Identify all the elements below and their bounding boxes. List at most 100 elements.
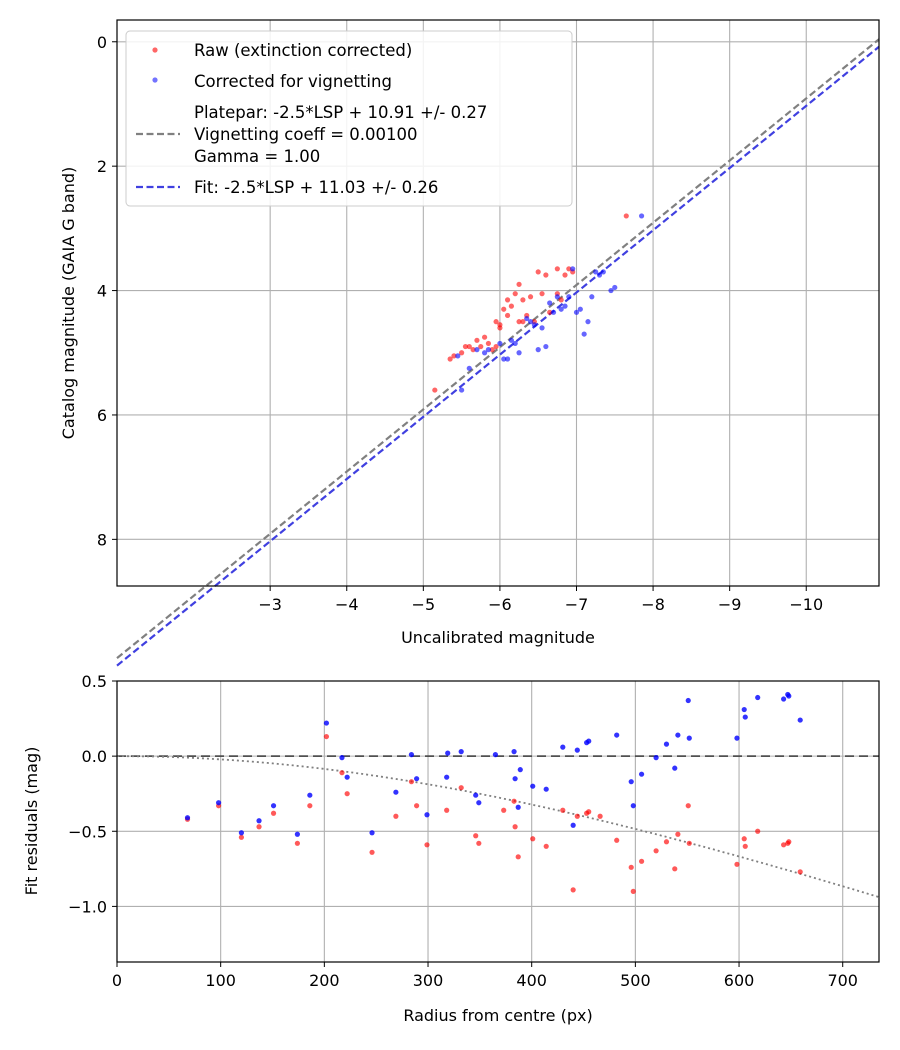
raw-residual-point — [686, 840, 692, 846]
raw-point — [501, 306, 507, 312]
top-x-tick-label: −4 — [335, 595, 359, 614]
bottom-y-axis-label: Fit residuals (mag) — [22, 747, 41, 896]
corrected-point — [577, 306, 583, 312]
bottom-x-axis-label: Radius from centre (px) — [403, 1006, 592, 1025]
raw-residual-point — [307, 803, 313, 809]
raw-residual-point — [294, 840, 300, 846]
raw-residual-point — [653, 848, 659, 854]
top-y-ticks: 0 2 4 6 8 — [97, 33, 117, 549]
corrected-residual-point — [323, 720, 330, 726]
corrected-residual-point — [543, 786, 549, 792]
corrected-point — [512, 340, 518, 347]
corrected-residual-point — [458, 749, 464, 755]
raw-residual-point — [344, 791, 350, 797]
bottom-x-tick-label: 200 — [309, 971, 340, 990]
top-y-tick-label: 0 — [97, 33, 107, 52]
raw-point — [470, 347, 476, 353]
raw-residual-point — [614, 837, 620, 843]
corrected-residual-point — [530, 783, 536, 789]
corrected-point — [531, 322, 537, 328]
corrected-residual-point — [445, 750, 451, 756]
corrected-point — [589, 294, 595, 300]
corrected-point — [570, 266, 576, 272]
corrected-residual-point — [339, 755, 345, 761]
corrected-residual-point — [672, 765, 678, 771]
magnitude-calibration-plot: −3 −4 −5 −6 −7 −8 −9 −10 0 2 4 6 8 Uncalibrated mag… — [59, 19, 880, 667]
raw-point — [516, 281, 522, 287]
raw-residual-point — [663, 839, 670, 845]
raw-point — [478, 343, 484, 350]
raw-point — [485, 340, 492, 347]
raw-point — [520, 319, 526, 325]
corrected-residual-point — [270, 803, 277, 809]
corrected-residual-point — [781, 696, 787, 702]
corrected-residual-point — [741, 706, 747, 713]
raw-residual-point — [238, 834, 245, 840]
legend-platepar-line3: Gamma = 1.00 — [194, 147, 320, 166]
corrected-point — [638, 213, 645, 219]
raw-residual-point — [742, 843, 748, 849]
legend-platepar-line1: Platepar: -2.5*LSP + 10.91 +/- 0.27 — [194, 103, 487, 122]
raw-point — [558, 297, 564, 303]
fit-line — [116, 45, 880, 667]
top-x-tick-label: −3 — [258, 595, 282, 614]
raw-point — [508, 303, 515, 309]
corrected-residual-point — [686, 735, 692, 741]
corrected-residual-point — [734, 735, 740, 741]
raw-residual-point — [560, 807, 566, 813]
corrected-point — [524, 315, 530, 322]
corrected-residual-point — [184, 815, 191, 821]
corrected-residual-point — [444, 774, 450, 780]
raw-point — [539, 291, 545, 297]
corrected-point — [504, 356, 511, 362]
raw-residual-point — [512, 824, 518, 830]
raw-residual-point — [628, 864, 634, 870]
raw-residual-point — [755, 828, 761, 834]
corrected-point — [600, 269, 606, 275]
corrected-point — [593, 269, 599, 275]
raw-point — [493, 343, 499, 350]
corrected-point — [485, 347, 492, 353]
corrected-residual-point — [663, 741, 670, 747]
corrected-point — [543, 343, 549, 350]
corrected-residual-point — [586, 738, 592, 744]
raw-point — [554, 266, 560, 272]
corrected-point — [554, 294, 560, 300]
raw-residual-point — [530, 836, 536, 842]
raw-residual-point — [414, 803, 420, 809]
corrected-point — [481, 350, 488, 356]
raw-residual-point — [586, 809, 592, 815]
bottom-y-tick-label: 0.5 — [82, 672, 107, 691]
corrected-point — [501, 356, 507, 362]
top-x-tick-label: −10 — [789, 595, 823, 614]
corrected-point — [527, 319, 534, 325]
raw-point — [474, 337, 480, 343]
corrected-point — [608, 287, 614, 294]
bottom-scatter-points — [184, 691, 803, 894]
corrected-residual-point — [574, 747, 580, 753]
bottom-x-tick-label: 500 — [620, 971, 651, 990]
bottom-x-tick-label: 100 — [205, 971, 236, 990]
corrected-point — [612, 284, 618, 291]
bottom-y-ticks: 0.5 0.0 −0.5 −1.0 — [68, 672, 117, 916]
corrected-residual-point — [476, 800, 482, 806]
top-x-tick-label: −6 — [488, 595, 512, 614]
raw-point — [493, 319, 499, 325]
vignetting-model-curve — [117, 755, 880, 898]
top-y-tick-label: 8 — [97, 530, 107, 549]
corrected-residual-point — [675, 732, 681, 738]
raw-point — [566, 266, 572, 272]
bottom-y-tick-label: −1.0 — [68, 897, 107, 916]
bottom-x-tick-label: 600 — [724, 971, 755, 990]
corrected-point — [562, 303, 568, 309]
top-axes-frame — [116, 19, 880, 587]
raw-residual-point — [393, 813, 399, 819]
raw-residual-point — [797, 869, 803, 875]
legend-platepar-label: Platepar: -2.5*LSP + 10.91 +/- 0.27 Vign… — [194, 103, 493, 166]
raw-residual-point — [256, 824, 262, 830]
raw-point — [547, 309, 553, 315]
top-scatter-points — [432, 213, 645, 393]
top-y-tick-label: 4 — [97, 282, 107, 301]
corrected-residual-point — [294, 831, 300, 837]
raw-point — [504, 312, 511, 319]
